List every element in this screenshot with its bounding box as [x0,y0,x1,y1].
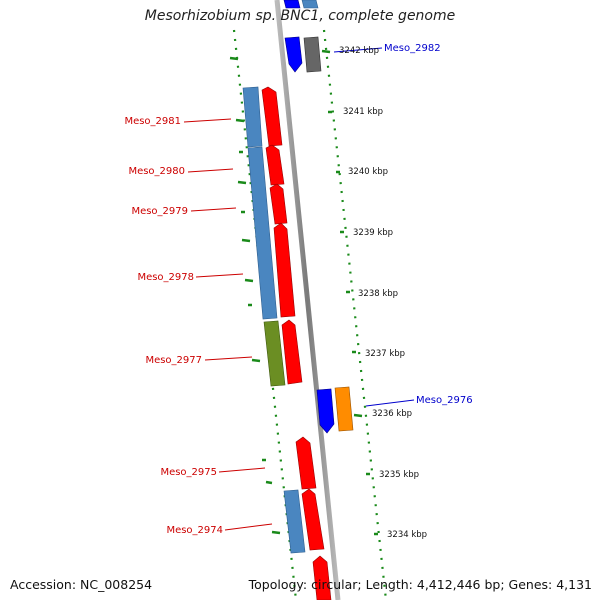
accession-text: Accession: NC_008254 [10,577,153,592]
cds-meso-2979[interactable] [269,183,288,225]
tick-label: 3242 kbp [339,46,379,56]
gene-label-meso-2976[interactable]: Meso_2976 [416,395,473,406]
tick-label: 3241 kbp [343,107,383,117]
tick-label: 3234 kbp [387,530,427,540]
forward-strand-cds [283,0,354,434]
cds-meso-2982-blue[interactable] [284,36,303,73]
tick-label: 3237 kbp [365,349,405,359]
reverse-strand-cds [242,86,332,600]
cds-meso-2981-steel[interactable] [242,86,263,148]
right-dotted-boundary [322,29,388,600]
tick-label: 3236 kbp [372,409,412,419]
tick-label: 3238 kbp [358,289,398,299]
gc-skew-track-left [229,56,281,535]
cds-meso-2976-orange[interactable] [334,386,354,432]
cds-meso-2978[interactable] [273,222,296,318]
cds-top-blue[interactable] [283,0,301,9]
cds-meso-2980[interactable] [265,144,285,186]
gene-label-meso-2982[interactable]: Meso_2982 [384,43,441,54]
cds-meso-2974[interactable] [301,488,325,551]
gene-label-meso-2974[interactable]: Meso_2974 [166,525,223,536]
topology-text: Topology: circular; Length: 4,412,446 bp… [248,577,592,592]
tick-label: 3235 kbp [379,470,419,480]
gene-label-meso-2975[interactable]: Meso_2975 [160,467,217,478]
label-leaders [183,47,415,531]
cds-meso-2977[interactable] [281,319,303,385]
cds-meso-2974-steel[interactable] [283,489,306,554]
gene-label-meso-2978[interactable]: Meso_2978 [137,272,194,283]
cds-meso-2975[interactable] [295,436,317,490]
cds-gray[interactable] [303,36,322,73]
cds-steel-long[interactable] [247,146,278,320]
gene-label-meso-2977[interactable]: Meso_2977 [145,355,202,366]
genome-title: Mesorhizobium sp. BNC1, complete genome [144,8,456,24]
cds-bottom-red[interactable] [312,555,332,600]
cds-meso-2977-olive[interactable] [263,320,286,387]
genome-backbone [274,0,341,600]
gene-label-meso-2980[interactable]: Meso_2980 [128,166,185,177]
gene-label-meso-2981[interactable]: Meso_2981 [124,116,181,127]
cds-top-steel[interactable] [301,0,319,9]
tick-label: 3239 kbp [353,228,393,238]
cds-meso-2976-blue[interactable] [316,388,335,434]
cds-meso-2981[interactable] [261,86,283,147]
tick-label: 3240 kbp [348,167,388,177]
gc-skew-track-right [321,49,378,536]
gene-label-meso-2979[interactable]: Meso_2979 [131,206,188,217]
